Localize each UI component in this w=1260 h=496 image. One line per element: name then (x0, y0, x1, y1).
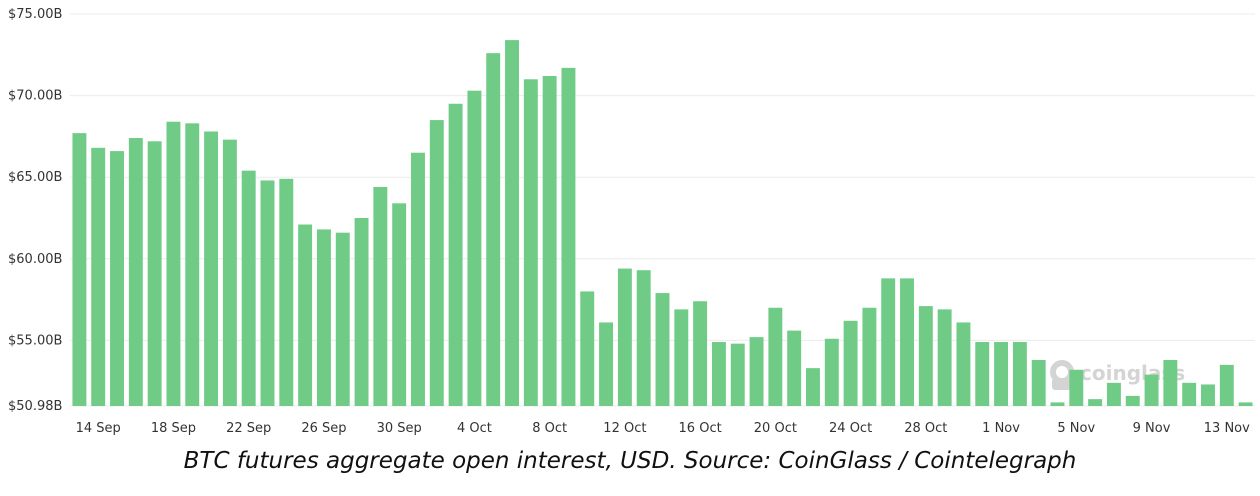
x-tick-label: 18 Sep (151, 421, 196, 436)
bar (655, 293, 670, 406)
bar (354, 218, 369, 406)
bar (881, 278, 896, 406)
bar (1238, 402, 1253, 406)
x-tick-label: 30 Sep (377, 421, 422, 436)
bar (674, 309, 689, 406)
bar (636, 270, 651, 406)
x-axis: 14 Sep 18 Sep 22 Sep 26 Sep 30 Sep 4 Oct 8 Oct… (76, 421, 1251, 436)
bar (298, 224, 313, 406)
bar (110, 151, 124, 406)
bar (975, 342, 990, 406)
bar (316, 229, 331, 406)
bar (373, 186, 388, 406)
y-tick-label: $50.98B (8, 399, 62, 414)
bar (486, 53, 501, 407)
bar (1201, 384, 1215, 406)
y-axis: $50.98B $55.00B $60.00B $65.00B $70.00B $75.0… (8, 7, 62, 414)
bar (241, 170, 256, 406)
y-tick-label: $65.00B (8, 170, 62, 185)
bar (523, 79, 538, 406)
bar (956, 322, 971, 406)
bar (204, 131, 219, 406)
bar (806, 368, 820, 406)
y-tick-label: $60.00B (8, 252, 62, 267)
bar (392, 203, 407, 406)
x-tick-label: 1 Nov (982, 421, 1020, 436)
bar (147, 141, 162, 407)
x-tick-label: 26 Sep (301, 421, 346, 436)
x-tick-label: 8 Oct (532, 421, 567, 436)
bar (128, 138, 143, 406)
x-tick-label: 16 Oct (679, 421, 722, 436)
x-tick-label: 14 Sep (76, 421, 121, 436)
y-tick-label: $75.00B (8, 7, 62, 22)
bar (1106, 382, 1121, 406)
bar (1182, 382, 1197, 406)
x-tick-label: 22 Sep (226, 421, 271, 436)
bar (448, 103, 463, 406)
bar (994, 342, 1009, 406)
bar (185, 123, 200, 406)
bar (900, 278, 914, 406)
x-tick-label: 28 Oct (904, 421, 947, 436)
bar (1125, 395, 1140, 406)
bar (693, 301, 708, 406)
bar (1069, 369, 1084, 406)
bar (335, 232, 350, 406)
bar (824, 338, 839, 406)
bar (411, 152, 425, 406)
bar (918, 306, 933, 406)
bar (467, 90, 482, 406)
bar (1012, 342, 1027, 406)
bar (1088, 399, 1103, 406)
bar (222, 139, 237, 406)
bar (1144, 374, 1159, 406)
bar (542, 76, 557, 406)
bar (91, 147, 106, 406)
bar (730, 343, 745, 406)
bar (260, 180, 275, 406)
x-tick-label: 9 Nov (1133, 421, 1171, 436)
chart-area: $50.98B $55.00B $60.00B $65.00B $70.00B $75.0… (8, 7, 1255, 436)
bar (580, 291, 595, 406)
bar (617, 268, 632, 406)
x-tick-label: 4 Oct (457, 421, 492, 436)
y-tick-label: $70.00B (8, 89, 62, 104)
bar (72, 133, 87, 406)
caption-bar: BTC futures aggregate open interest, USD… (0, 440, 1260, 496)
bar (843, 320, 858, 406)
bar (1219, 364, 1234, 406)
bar (1031, 359, 1046, 406)
bar (1163, 359, 1178, 406)
bar (768, 307, 783, 406)
x-tick-label: 5 Nov (1057, 421, 1095, 436)
x-tick-label: 13 Nov (1204, 421, 1250, 436)
bar-chart: $50.98B $55.00B $60.00B $65.00B $70.00B $75.0… (8, 7, 1255, 436)
bar (561, 67, 576, 407)
x-tick-label: 20 Oct (754, 421, 797, 436)
bar (937, 309, 952, 406)
bar (166, 121, 181, 407)
bar (862, 307, 877, 406)
bar (505, 40, 519, 407)
bar (599, 322, 614, 406)
bar (787, 330, 802, 406)
chart-caption: BTC futures aggregate open interest, USD… (183, 448, 1077, 474)
x-tick-label: 24 Oct (829, 421, 872, 436)
bar (1050, 402, 1065, 406)
bar (429, 120, 444, 406)
bars (72, 40, 1253, 407)
bar (279, 178, 294, 406)
y-tick-label: $55.00B (8, 333, 62, 348)
x-tick-label: 12 Oct (603, 421, 646, 436)
bar (711, 342, 726, 406)
coinglass-logo-icon (1050, 360, 1074, 390)
bar (749, 337, 764, 406)
